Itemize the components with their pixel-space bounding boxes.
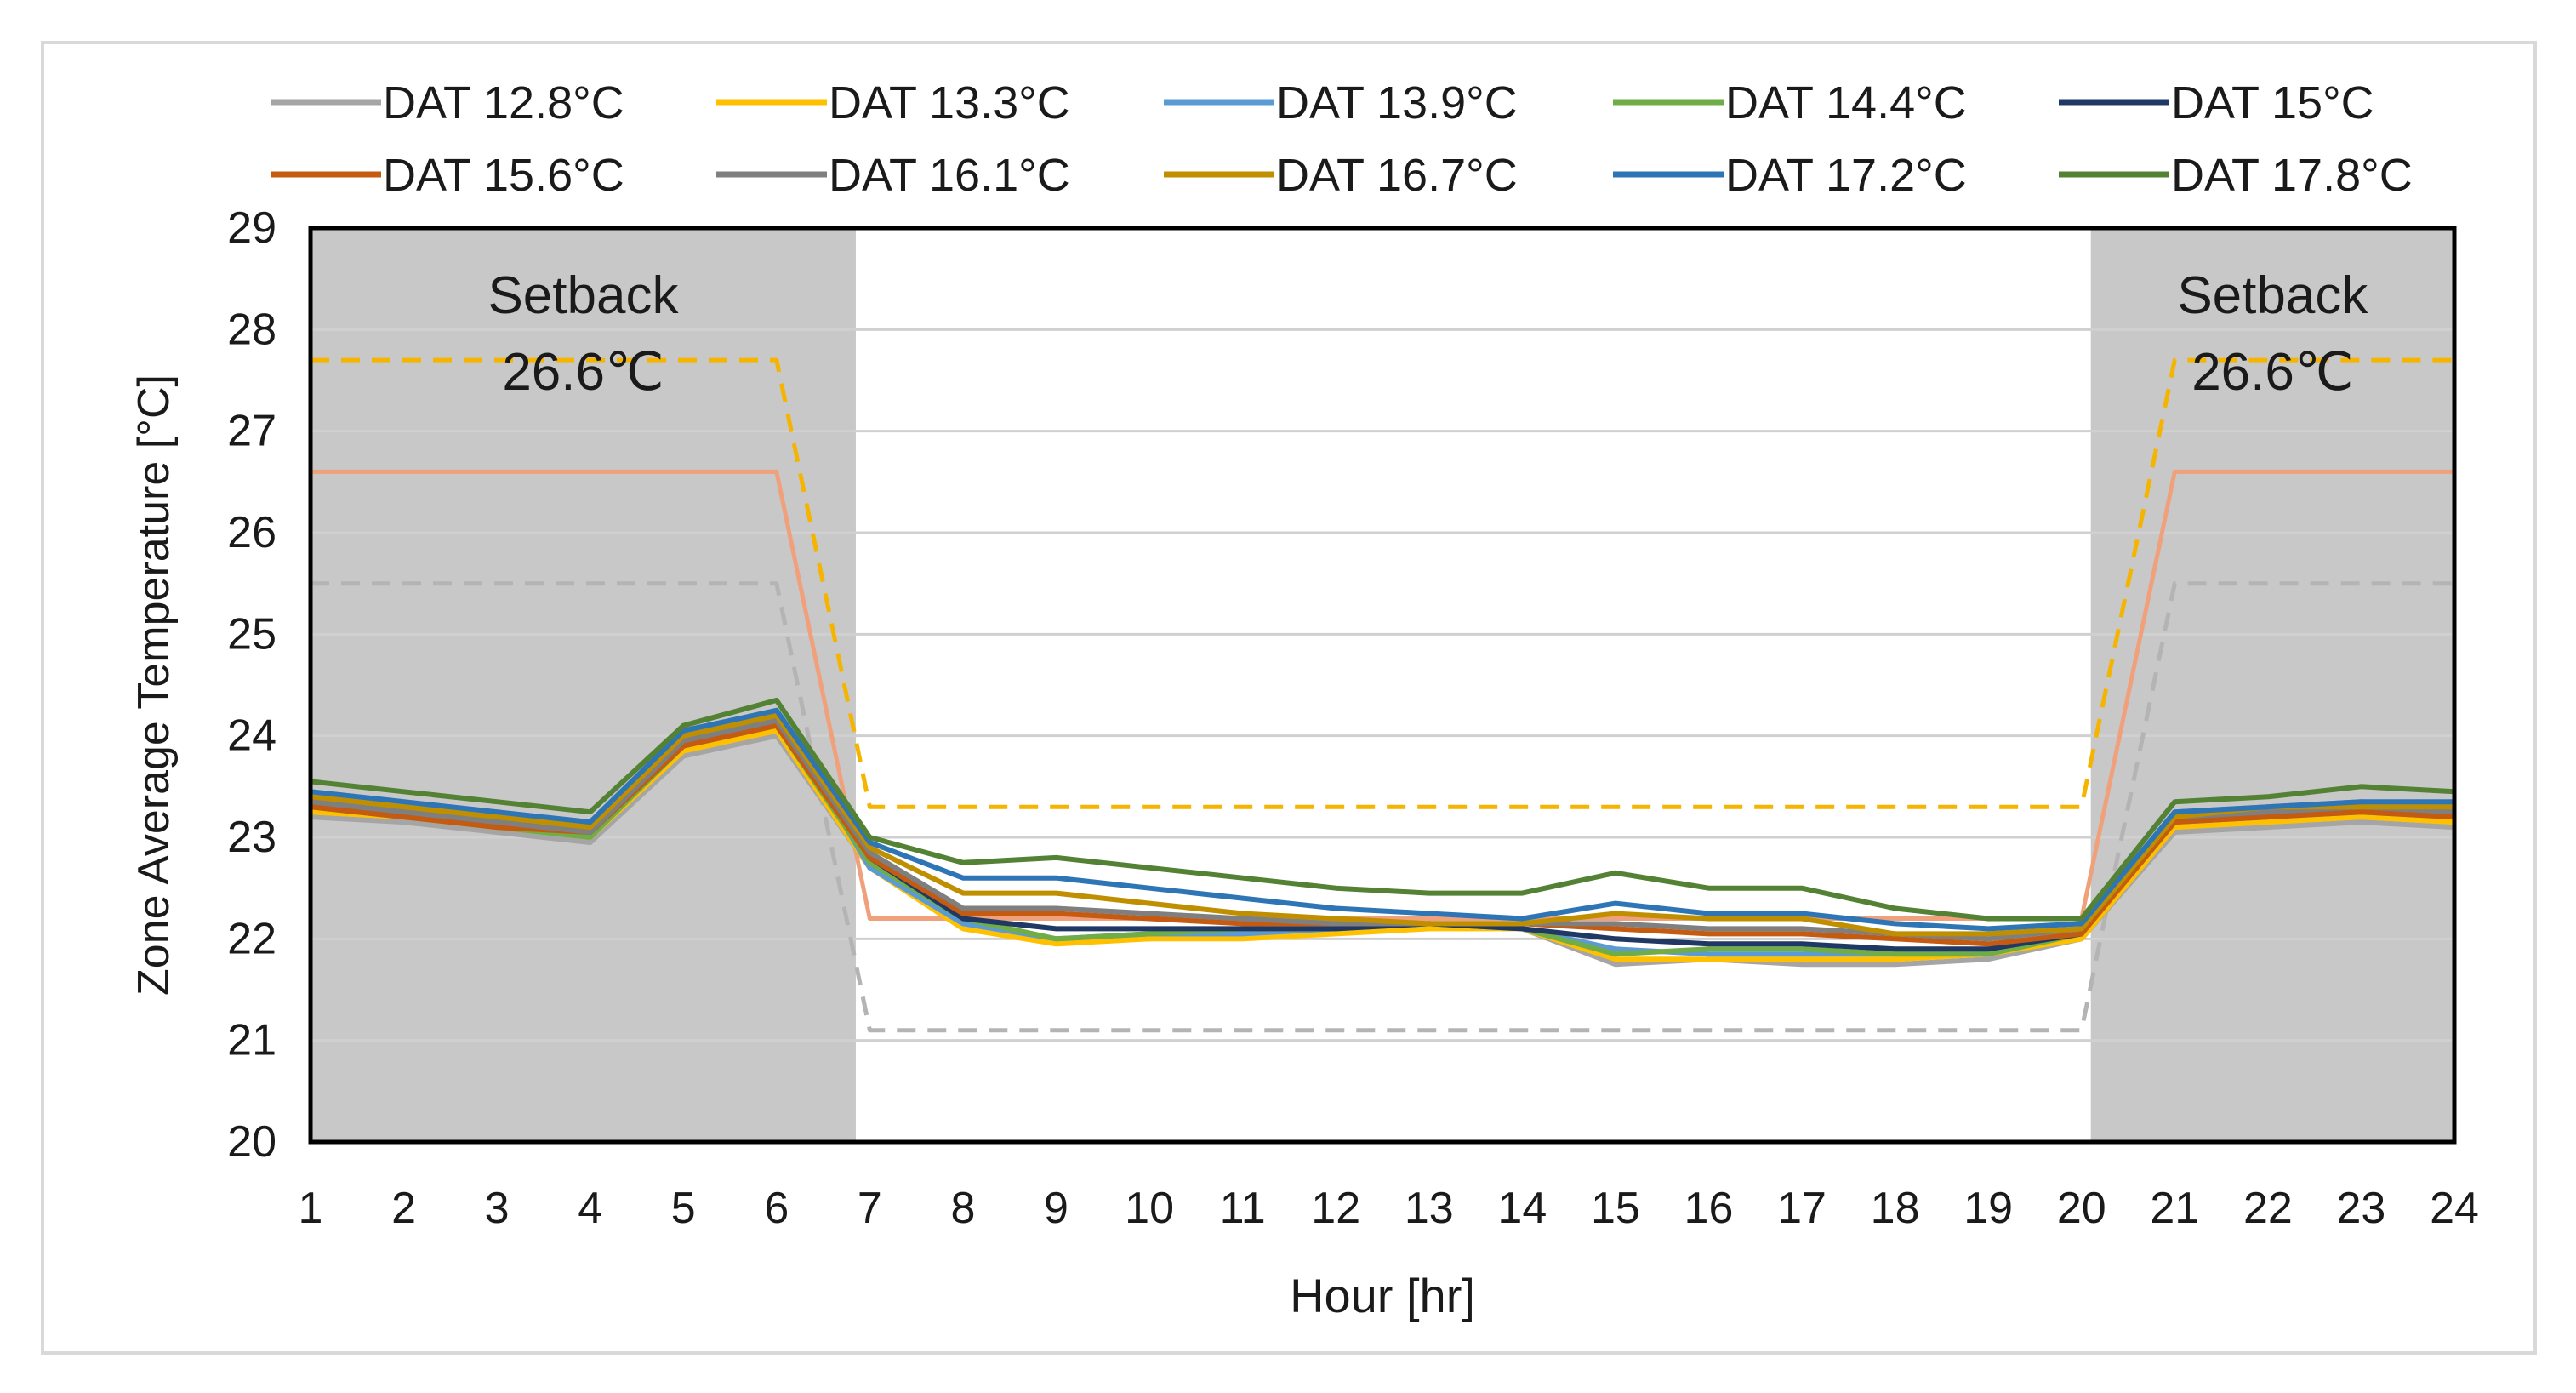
x-tick-label: 13: [1405, 1184, 1454, 1233]
x-tick-label: 20: [2057, 1184, 2106, 1233]
y-tick-label: 27: [227, 407, 276, 456]
x-tick-label: 8: [950, 1184, 975, 1233]
legend-label-3: DAT 13.9°C: [1276, 77, 1518, 128]
x-tick-label: 12: [1311, 1184, 1360, 1233]
legend-label-7: DAT 16.1°C: [829, 150, 1070, 201]
x-tick-label: 22: [2243, 1184, 2293, 1233]
plot-area: Setback 26.6℃ Setback 26.6℃: [308, 226, 2457, 1145]
y-tick-label: 22: [227, 914, 276, 963]
y-tick-label: 21: [227, 1016, 276, 1065]
x-tick-label: 11: [1220, 1184, 1266, 1233]
setback-label: Setback: [2177, 266, 2368, 325]
y-axis-label: Zone Average Temperature [°C]: [129, 374, 179, 996]
setback-temperature-label: 26.6℃: [502, 343, 664, 402]
y-tick-label: 24: [227, 711, 276, 761]
legend-label-9: DAT 17.2°C: [1725, 150, 1967, 201]
setback-region-1: [311, 228, 856, 1142]
x-tick-label: 17: [1777, 1184, 1827, 1233]
legend-label-8: DAT 16.7°C: [1276, 150, 1518, 201]
setback-temperature-label: 26.6℃: [2191, 343, 2353, 402]
series-line-8: [310, 712, 2454, 937]
x-axis: 1 2 3 4 5 6 7 8 9 10 11 12 13 14 15 16 17 18 19 20 21 22 23 24: [299, 1184, 2479, 1233]
legend-label-2: DAT 13.3°C: [829, 77, 1070, 128]
legend-label-1: DAT 12.8°C: [383, 77, 624, 128]
legend: DAT 12.8°C DAT 13.3°C DAT 13.9°C DAT 14.4°C…: [271, 77, 2413, 201]
x-tick-label: 6: [764, 1184, 789, 1233]
plot-border: [308, 226, 2457, 1145]
series-line-9: [310, 707, 2454, 932]
x-tick-label: 3: [485, 1184, 510, 1233]
x-tick-label: 24: [2430, 1184, 2479, 1233]
series-line-2: [310, 728, 2455, 962]
x-tick-label: 1: [299, 1184, 323, 1233]
gridlines: [311, 328, 2454, 1042]
y-axis: 20 21 22 23 24 25 26 27 28 29: [227, 203, 276, 1167]
legend-label-10: DAT 17.8°C: [2171, 150, 2413, 201]
x-tick-label: 19: [1963, 1184, 2013, 1233]
setback-label: Setback: [487, 266, 679, 325]
x-tick-label: 23: [2337, 1184, 2386, 1233]
x-tick-label: 7: [858, 1184, 882, 1233]
y-tick-label: 20: [227, 1117, 276, 1167]
y-tick-label: 26: [227, 508, 276, 557]
x-tick-label: 14: [1497, 1184, 1547, 1233]
y-tick-label: 23: [227, 813, 276, 862]
x-tick-label: 21: [2150, 1184, 2199, 1233]
y-tick-label: 28: [227, 305, 276, 354]
setback-shading: [311, 228, 2454, 1142]
x-tick-label: 5: [671, 1184, 696, 1233]
legend-label-4: DAT 14.4°C: [1725, 77, 1967, 128]
setpoint-line-1: [311, 357, 2454, 809]
series-line-10: [310, 697, 2455, 922]
x-tick-label: 4: [578, 1184, 602, 1233]
y-tick-label: 25: [227, 609, 276, 659]
x-tick-label: 15: [1591, 1184, 1640, 1233]
setback-labels: Setback 26.6℃ Setback 26.6℃: [487, 266, 2368, 402]
setpoint-line-3: [311, 581, 2454, 1033]
x-tick-label: 18: [1871, 1184, 1920, 1233]
legend-label-5: DAT 15°C: [2171, 77, 2374, 128]
x-tick-label: 2: [391, 1184, 416, 1233]
x-tick-label: 16: [1684, 1184, 1734, 1233]
x-tick-label: 9: [1044, 1184, 1069, 1233]
y-tick-label: 29: [227, 203, 276, 253]
x-tick-label: 10: [1125, 1184, 1174, 1233]
legend-label-6: DAT 15.6°C: [383, 150, 624, 201]
x-axis-label: Hour [hr]: [1290, 1269, 1475, 1322]
series-lines: [310, 697, 2455, 968]
